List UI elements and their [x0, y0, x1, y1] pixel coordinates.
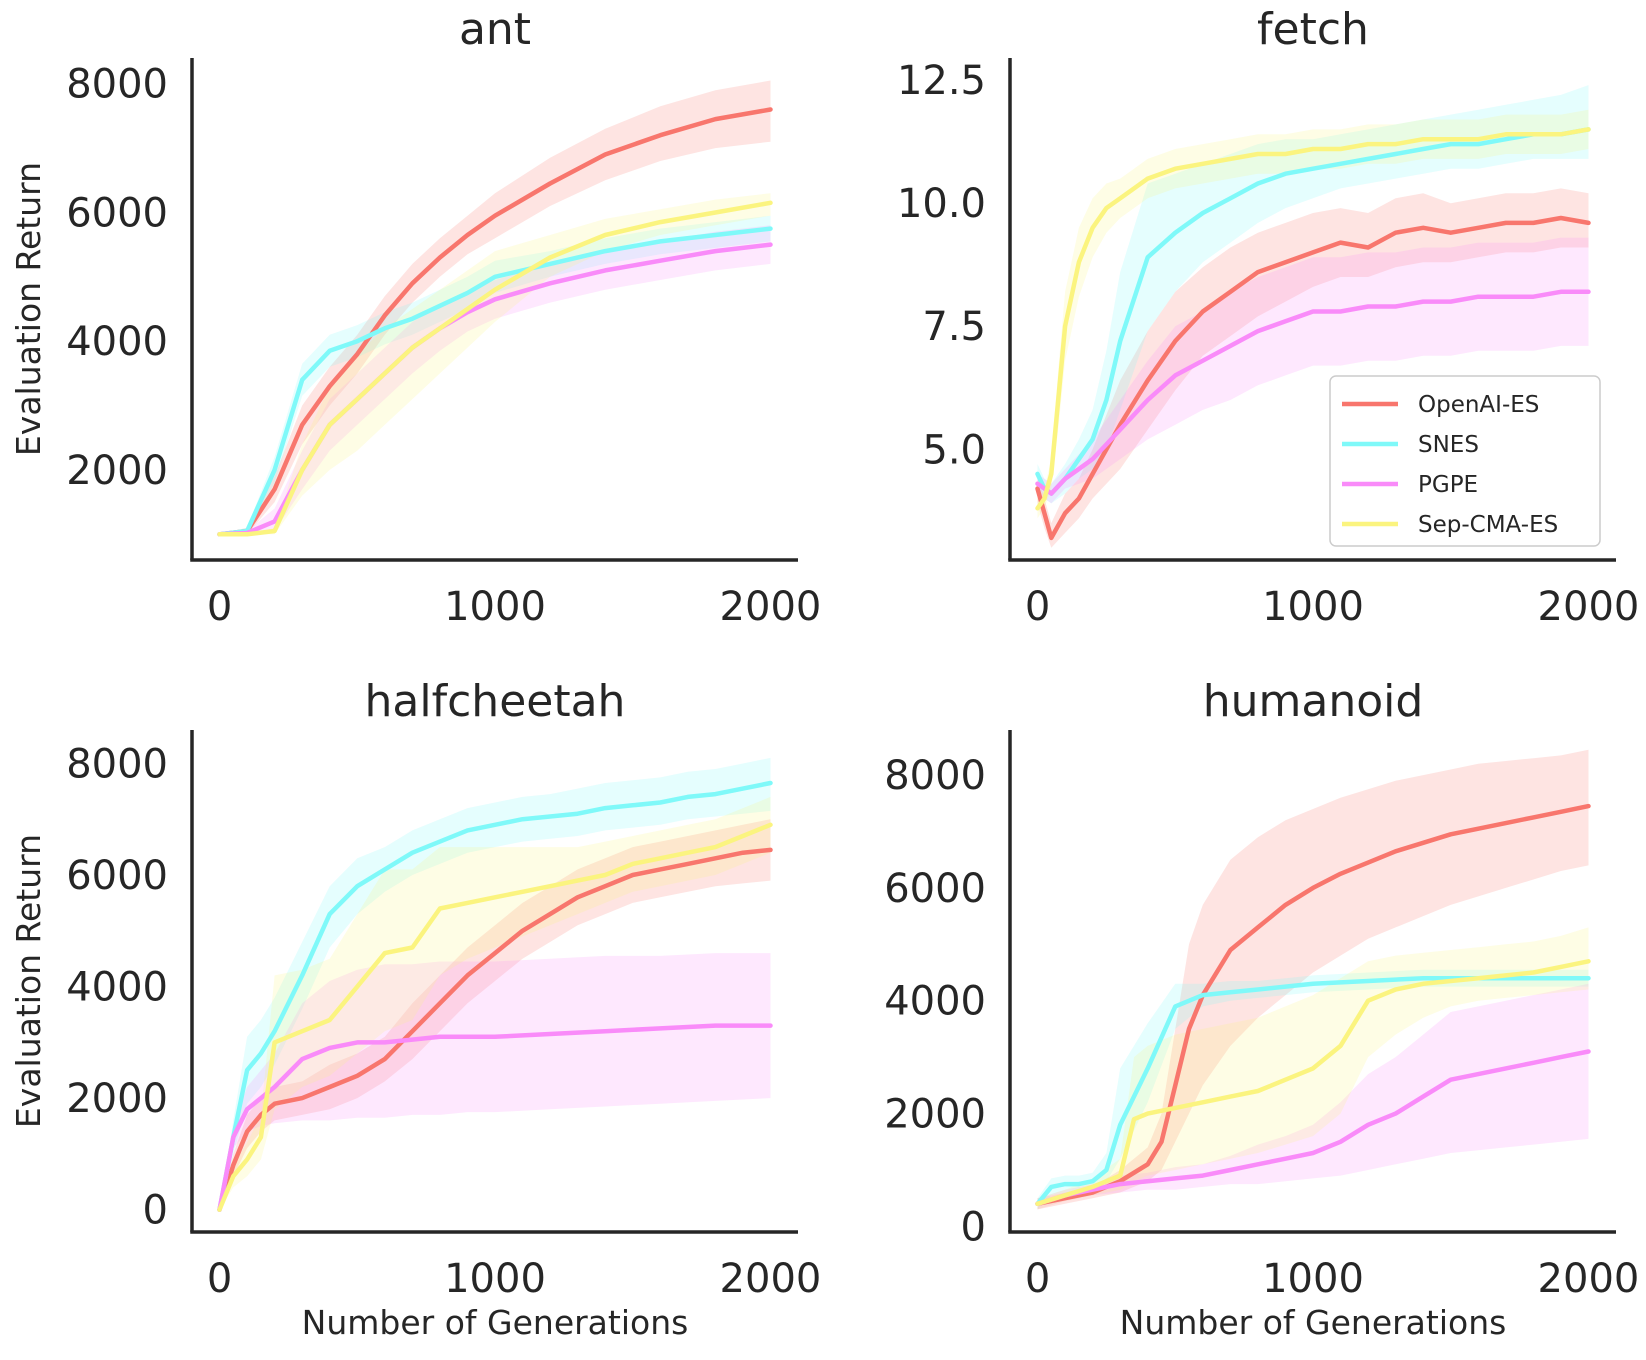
y-axis-label-ant: Evaluation Return — [9, 162, 48, 456]
line-fetch-sep-cma-es — [1035, 127, 1591, 511]
x-tick-label-ant: 2000 — [720, 584, 822, 630]
y-tick-label-ant: 8000 — [66, 62, 168, 108]
legend-label-pgpe: PGPE — [1418, 472, 1478, 498]
band-halfcheetah-sep-cma-es — [219, 796, 771, 1210]
band-halfcheetah-pgpe — [219, 953, 771, 1210]
line-humanoid-sep-cma-es — [1035, 959, 1591, 1207]
panel-humanoid: 0 1000 2000 0 2000 4000 6000 8000 humanoid Number… — [884, 676, 1639, 1342]
line-halfcheetah-snes — [217, 780, 773, 1212]
y-axis-label-halfcheetah: Evaluation Return — [9, 834, 48, 1128]
line-halfcheetah-openai-es — [217, 847, 773, 1212]
x-tick-label-humanoid: 0 — [1025, 1256, 1050, 1302]
y-tick-label-humanoid: 0 — [961, 1204, 986, 1250]
y-tick-label-fetch: 12.5 — [897, 58, 986, 104]
y-tick-label-ant: 6000 — [66, 190, 168, 236]
x-axis-label-humanoid: Number of Generations — [1120, 1303, 1507, 1342]
y-tick-label-halfcheetah: 2000 — [66, 1076, 168, 1122]
y-tick-label-ant: 4000 — [66, 319, 168, 365]
y-tick-label-halfcheetah: 8000 — [66, 741, 168, 787]
x-axis-label-halfcheetah: Number of Generations — [302, 1303, 689, 1342]
y-tick-label-ant: 2000 — [66, 448, 168, 494]
y-tick-label-fetch: 5.0 — [922, 427, 986, 473]
band-fetch-pgpe — [1037, 237, 1589, 504]
x-tick-label-halfcheetah: 0 — [207, 1256, 232, 1302]
title-halfcheetah: halfcheetah — [365, 676, 626, 727]
line-ant-openai-es — [217, 107, 773, 537]
line-fetch-pgpe — [1035, 289, 1591, 496]
x-tick-label-halfcheetah: 1000 — [444, 1256, 546, 1302]
y-tick-label-halfcheetah: 0 — [143, 1188, 168, 1234]
legend-label-sep-cma-es: Sep-CMA-ES — [1418, 512, 1558, 538]
panel-ant: 0 1000 2000 2000 4000 6000 8000 ant Evaluation R… — [9, 4, 821, 630]
panel-halfcheetah: 0 1000 2000 0 2000 4000 6000 8000 halfcheetah Eva… — [9, 676, 821, 1342]
y-tick-label-fetch: 7.5 — [922, 304, 986, 350]
panel-fetch: 0 1000 2000 5.0 7.5 10.0 12.5 fetch OpenAI-ES SNE… — [897, 4, 1639, 630]
y-tick-label-humanoid: 6000 — [884, 866, 986, 912]
line-halfcheetah-pgpe — [217, 1023, 773, 1212]
title-fetch: fetch — [1257, 4, 1369, 55]
band-fetch-sep-cma-es — [1037, 109, 1589, 519]
y-tick-label-halfcheetah: 6000 — [66, 853, 168, 899]
line-humanoid-snes — [1035, 975, 1591, 1207]
line-fetch-openai-es — [1035, 215, 1591, 541]
x-tick-label-humanoid: 2000 — [1538, 1256, 1640, 1302]
legend-label-openai-es: OpenAI-ES — [1418, 392, 1539, 418]
legend: OpenAI-ES SNES PGPE Sep-CMA-ES — [1329, 375, 1601, 547]
title-humanoid: humanoid — [1203, 676, 1424, 727]
y-tick-label-humanoid: 4000 — [884, 979, 986, 1025]
x-tick-label-fetch: 1000 — [1262, 584, 1364, 630]
band-ant-sep-cma-es — [219, 193, 771, 535]
x-tick-label-ant: 1000 — [444, 584, 546, 630]
x-tick-label-halfcheetah: 2000 — [720, 1256, 822, 1302]
y-tick-label-halfcheetah: 4000 — [66, 965, 168, 1011]
band-humanoid-pgpe — [1037, 983, 1589, 1210]
band-fetch-snes — [1037, 85, 1589, 504]
y-tick-label-fetch: 10.0 — [897, 181, 986, 227]
line-humanoid-pgpe — [1035, 1049, 1591, 1207]
title-ant: ant — [459, 4, 531, 55]
x-tick-label-fetch: 2000 — [1538, 584, 1640, 630]
line-fetch-snes — [1035, 127, 1591, 496]
band-ant-snes — [219, 215, 771, 535]
line-halfcheetah-sep-cma-es — [217, 822, 773, 1212]
x-tick-label-humanoid: 1000 — [1262, 1256, 1364, 1302]
band-halfcheetah-snes — [219, 757, 771, 1210]
legend-frame — [1329, 375, 1601, 547]
line-humanoid-openai-es — [1035, 803, 1591, 1207]
line-ant-snes — [217, 226, 773, 537]
y-tick-label-humanoid: 8000 — [884, 753, 986, 799]
y-tick-label-humanoid: 2000 — [884, 1092, 986, 1138]
legend-label-snes: SNES — [1418, 432, 1479, 458]
line-ant-sep-cma-es — [217, 200, 773, 537]
x-tick-label-ant: 0 — [207, 584, 232, 630]
x-tick-label-fetch: 0 — [1025, 584, 1050, 630]
